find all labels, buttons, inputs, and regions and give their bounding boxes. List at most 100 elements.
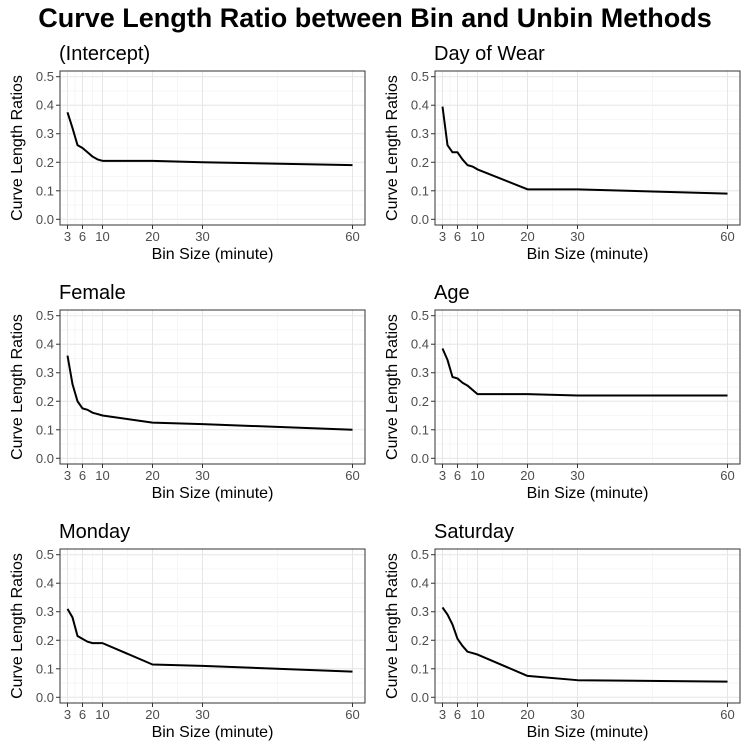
x-tick-label: 10	[470, 468, 484, 483]
x-axis-label: Bin Size (minute)	[527, 246, 649, 263]
panel-title: Day of Wear	[434, 43, 545, 65]
panel-4: 0.0 0.1 0.2 0.3 0.4 0.5 3 6 10 20 30 60 Age Bin Size …	[384, 282, 741, 502]
x-tick-label: 3	[64, 468, 71, 483]
y-tick-label: 0.4	[411, 576, 429, 591]
x-tick-label: 20	[520, 229, 534, 244]
y-tick-label: 0.1	[411, 422, 429, 437]
x-tick-label: 60	[720, 707, 734, 722]
x-tick-label: 20	[520, 707, 534, 722]
y-tick-label: 0.3	[36, 126, 54, 141]
x-tick-label: 10	[95, 468, 109, 483]
y-tick-label: 0.5	[36, 547, 54, 562]
panel-6: 0.0 0.1 0.2 0.3 0.4 0.5 3 6 10 20 30 60 Saturday Bin …	[384, 521, 741, 741]
y-axis-label: Curve Length Ratios	[9, 553, 26, 699]
x-tick-label: 10	[95, 707, 109, 722]
x-tick-label: 20	[145, 707, 159, 722]
panel-border	[59, 548, 366, 704]
y-tick-label: 0.3	[411, 604, 429, 619]
x-axis-label: Bin Size (minute)	[152, 246, 274, 263]
y-tick-label: 0.2	[36, 155, 54, 170]
x-tick-label: 6	[454, 229, 461, 244]
y-tick-label: 0.2	[411, 633, 429, 648]
series-line	[66, 112, 353, 167]
y-tick-label: 0.2	[36, 633, 54, 648]
chart-main-title: Curve Length Ratio between Bin and Unbin…	[38, 3, 712, 33]
panel-title: Age	[434, 282, 470, 304]
x-tick-label: 60	[345, 229, 359, 244]
y-tick-label: 0.1	[36, 183, 54, 198]
y-axis-label: Curve Length Ratios	[384, 553, 401, 699]
x-tick-label: 10	[95, 229, 109, 244]
panel-border	[59, 309, 366, 465]
y-tick-label: 0.3	[411, 126, 429, 141]
y-axis-label: Curve Length Ratios	[9, 314, 26, 460]
x-tick-label: 20	[145, 468, 159, 483]
y-tick-label: 0.3	[36, 365, 54, 380]
x-tick-label: 10	[470, 707, 484, 722]
x-tick-label: 10	[470, 229, 484, 244]
y-tick-label: 0.4	[411, 98, 429, 113]
x-tick-label: 30	[195, 229, 209, 244]
y-tick-label: 0.0	[36, 212, 54, 227]
y-tick-label: 0.0	[411, 451, 429, 466]
panel-2: 0.0 0.1 0.2 0.3 0.4 0.5 3 6 10 20 30 60 Day of Wear B…	[384, 43, 741, 263]
y-tick-label: 0.1	[36, 661, 54, 676]
panel-5: 0.0 0.1 0.2 0.3 0.4 0.5 3 6 10 20 30 60 Monday Bin Si…	[9, 521, 366, 741]
x-tick-label: 6	[79, 229, 86, 244]
x-tick-label: 20	[145, 229, 159, 244]
series-line	[66, 608, 353, 673]
panel-1: 0.0 0.1 0.2 0.3 0.4 0.5 3 6 10 20 30 60 (Intercept) B…	[9, 43, 366, 263]
x-tick-label: 30	[195, 707, 209, 722]
y-tick-label: 0.2	[411, 394, 429, 409]
y-tick-label: 0.3	[411, 365, 429, 380]
y-tick-label: 0.2	[36, 394, 54, 409]
panel-3: 0.0 0.1 0.2 0.3 0.4 0.5 3 6 10 20 30 60 Female Bin Si…	[9, 282, 366, 502]
x-tick-label: 30	[195, 468, 209, 483]
y-tick-label: 0.1	[411, 183, 429, 198]
y-tick-label: 0.4	[36, 337, 54, 352]
y-tick-label: 0.5	[36, 308, 54, 323]
y-tick-label: 0.3	[36, 604, 54, 619]
x-axis-label: Bin Size (minute)	[527, 724, 649, 741]
panel-border	[434, 548, 741, 704]
y-tick-label: 0.5	[411, 308, 429, 323]
y-tick-label: 0.0	[36, 690, 54, 705]
y-tick-label: 0.4	[36, 98, 54, 113]
x-axis-label: Bin Size (minute)	[152, 724, 274, 741]
x-tick-label: 60	[720, 468, 734, 483]
panel-title: Saturday	[434, 521, 514, 543]
y-tick-label: 0.0	[36, 451, 54, 466]
x-tick-label: 60	[345, 707, 359, 722]
x-tick-label: 3	[64, 707, 71, 722]
y-tick-label: 0.0	[411, 690, 429, 705]
y-tick-label: 0.5	[36, 69, 54, 84]
x-tick-label: 6	[454, 707, 461, 722]
x-tick-label: 6	[79, 468, 86, 483]
x-tick-label: 6	[454, 468, 461, 483]
x-axis-label: Bin Size (minute)	[527, 485, 649, 502]
panel-border	[434, 70, 741, 226]
x-tick-label: 30	[570, 229, 584, 244]
series-line	[66, 355, 353, 431]
x-tick-label: 60	[720, 229, 734, 244]
y-tick-label: 0.4	[411, 337, 429, 352]
x-tick-label: 30	[570, 468, 584, 483]
y-tick-label: 0.5	[411, 69, 429, 84]
series-line	[441, 606, 728, 683]
panel-border	[434, 309, 741, 465]
x-tick-label: 3	[439, 707, 446, 722]
y-tick-label: 0.4	[36, 576, 54, 591]
x-tick-label: 3	[439, 468, 446, 483]
y-axis-label: Curve Length Ratios	[384, 314, 401, 460]
panel-title: (Intercept)	[59, 43, 150, 65]
y-tick-label: 0.1	[411, 661, 429, 676]
y-tick-label: 0.2	[411, 155, 429, 170]
y-axis-label: Curve Length Ratios	[9, 75, 26, 221]
x-tick-label: 30	[570, 707, 584, 722]
x-tick-label: 6	[79, 707, 86, 722]
y-tick-label: 0.1	[36, 422, 54, 437]
panel-title: Monday	[59, 521, 130, 543]
x-tick-label: 3	[64, 229, 71, 244]
x-tick-label: 20	[520, 468, 534, 483]
